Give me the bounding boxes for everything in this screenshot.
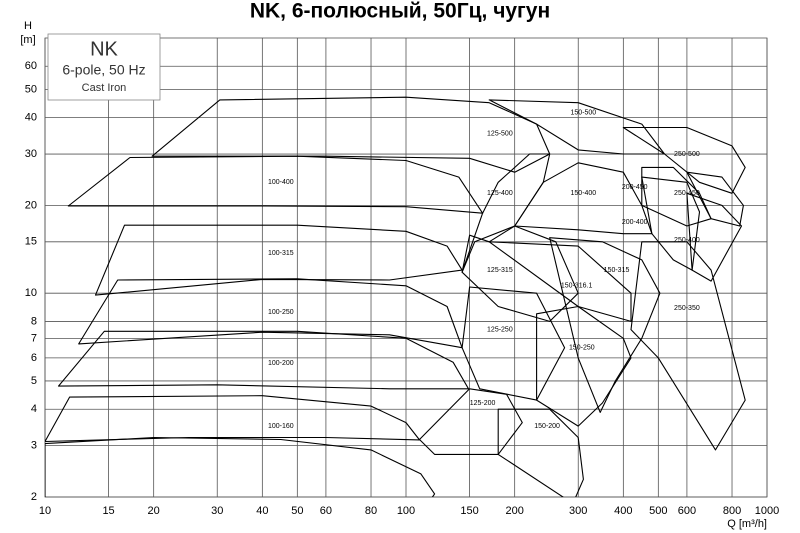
region-label: 125-315 (487, 267, 513, 274)
pump-region (45, 436, 436, 497)
x-tick-label: 20 (148, 505, 160, 517)
legend-text: Cast Iron (82, 82, 127, 94)
x-tick-label: 400 (614, 505, 632, 517)
pump-region (488, 99, 666, 155)
y-tick-label: 40 (25, 112, 37, 124)
y-tick-label: 50 (25, 83, 37, 95)
y-tick-label: 20 (25, 199, 37, 211)
pump-region (641, 176, 701, 271)
region-label: 100-400 (268, 179, 294, 186)
x-tick-label: 30 (211, 505, 223, 517)
region-label: 150-250 (569, 345, 595, 352)
pump-region (45, 395, 421, 443)
legend-text: 6-pole, 50 Hz (62, 62, 145, 78)
x-tick-label: 800 (723, 505, 741, 517)
region-label: 125-500 (487, 130, 513, 137)
x-tick-label: 80 (365, 505, 377, 517)
pump-region (461, 225, 579, 322)
region-label: 150-400 (571, 190, 597, 197)
region-label: 200-400 (622, 219, 648, 226)
pump-region (536, 305, 632, 427)
pump-region (641, 166, 712, 227)
pump-region (686, 192, 743, 282)
legend-box (47, 33, 161, 101)
y-axis-unit: [m] (20, 34, 35, 46)
pump-region (461, 153, 551, 273)
y-tick-label: 2 (31, 491, 37, 503)
y-tick-label: 10 (25, 287, 37, 299)
pump-region (418, 388, 523, 455)
chart-title: NK, 6-полюсный, 50Гц, чугун (250, 0, 550, 23)
region-label: 125-250 (487, 326, 513, 333)
region-label: 100-200 (268, 360, 294, 367)
pump-region (461, 286, 566, 401)
region-label: 250-500 (674, 151, 700, 158)
pump-region (622, 126, 746, 194)
region-label: 100-250 (268, 309, 294, 316)
region-label: 150-500 (571, 109, 597, 116)
y-tick-label: 30 (25, 148, 37, 160)
x-tick-label: 10 (39, 505, 51, 517)
region-label: 250-400 (674, 237, 700, 244)
y-tick-label: 8 (31, 315, 37, 327)
pump-region (686, 171, 744, 227)
x-axis-label: Q [m³/h] (727, 518, 767, 530)
region-label: 125-400 (487, 190, 513, 197)
region-label: 100-315 (268, 250, 294, 257)
x-tick-label: 100 (397, 505, 415, 517)
region-label: 125-200 (470, 400, 496, 407)
pump-region (78, 278, 463, 349)
x-tick-label: 200 (505, 505, 523, 517)
y-tick-label: 4 (31, 403, 37, 415)
y-tick-label: 60 (25, 60, 37, 72)
legend-text: NK (90, 38, 118, 60)
y-axis-label: H (24, 20, 32, 32)
region-label: 150-200 (534, 423, 560, 430)
x-tick-label: 60 (320, 505, 332, 517)
x-tick-label: 300 (569, 505, 587, 517)
region-label: 100-160 (268, 423, 294, 430)
pump-region (630, 241, 746, 451)
pump-region (151, 96, 551, 173)
x-tick-label: 15 (102, 505, 114, 517)
x-tick-label: 500 (649, 505, 667, 517)
pump-region (67, 155, 484, 214)
region-label: 250-350 (674, 305, 700, 312)
pump-region (94, 224, 463, 296)
y-tick-label: 15 (25, 236, 37, 248)
pump-region (488, 241, 632, 322)
x-tick-label: 1000 (755, 505, 779, 517)
x-tick-label: 40 (256, 505, 268, 517)
regions (45, 96, 746, 497)
y-tick-label: 7 (31, 332, 37, 344)
region-label: 150-315 (604, 267, 630, 274)
region-label: 200-450 (622, 184, 648, 191)
region-label: 250-450 (674, 190, 700, 197)
x-tick-label: 150 (460, 505, 478, 517)
x-tick-label: 50 (291, 505, 303, 517)
pump-region (57, 330, 470, 390)
x-tick-label: 600 (678, 505, 696, 517)
pump-region (549, 237, 661, 413)
region-label: 150-316.1 (561, 283, 593, 290)
y-tick-label: 3 (31, 440, 37, 452)
y-tick-label: 5 (31, 375, 37, 387)
pump-region (497, 408, 584, 497)
y-tick-label: 6 (31, 352, 37, 364)
